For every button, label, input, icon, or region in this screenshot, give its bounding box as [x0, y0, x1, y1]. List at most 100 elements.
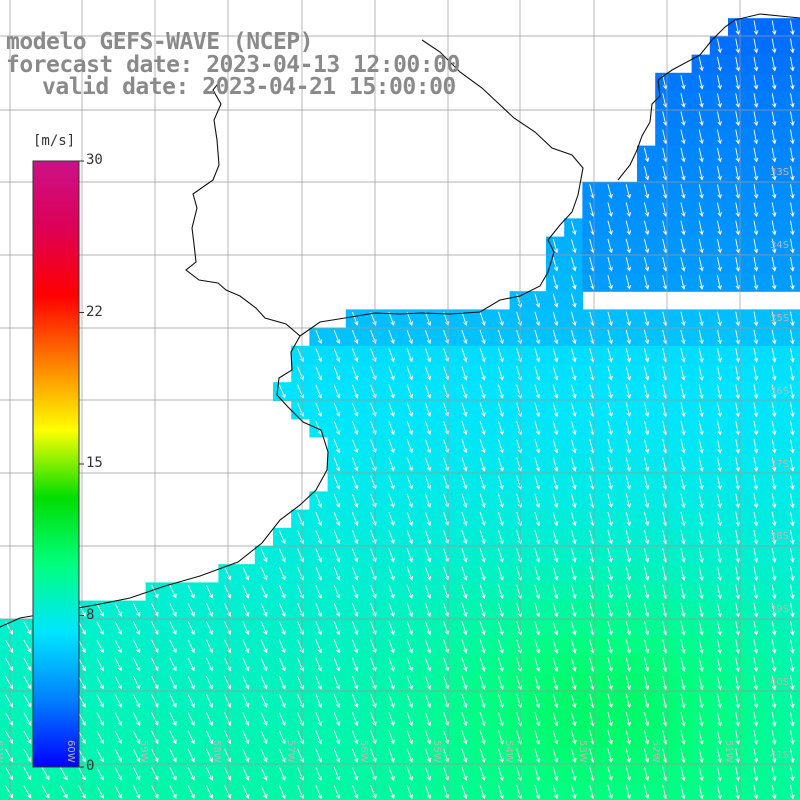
wind-arrow	[643, 402, 650, 418]
wind-arrow	[114, 748, 123, 763]
wind-arrow	[680, 165, 686, 181]
wind-arrow	[698, 402, 704, 418]
wind-arrow	[260, 603, 268, 617]
wind-arrow	[790, 93, 795, 108]
wind-arrow	[388, 675, 395, 690]
wind-arrow	[680, 493, 686, 509]
wind-arrow	[351, 457, 359, 472]
wind-arrow	[388, 639, 395, 654]
wind-arrow	[771, 93, 777, 108]
wind-arrow	[351, 785, 359, 800]
wind-arrow	[625, 602, 632, 618]
wind-arrow	[607, 639, 613, 654]
wind-arrow	[662, 693, 668, 709]
wind-arrow	[753, 20, 759, 36]
wind-arrow	[534, 420, 541, 436]
wind-arrow	[643, 329, 650, 345]
wind-arrow	[552, 348, 559, 363]
wind-arrow	[406, 348, 413, 363]
wind-arrow	[790, 165, 795, 181]
wind-arrow	[96, 676, 104, 690]
wind-arrow	[643, 548, 650, 563]
colorbar-tick-label: 0	[86, 758, 95, 774]
wind-arrow	[497, 420, 504, 436]
wind-arrow	[643, 184, 650, 199]
wind-arrow	[607, 748, 613, 764]
wind-arrow	[716, 457, 722, 472]
wind-arrow	[406, 475, 413, 490]
wind-arrow	[388, 402, 395, 417]
wind-arrow	[333, 348, 341, 363]
wind-arrow	[132, 694, 141, 708]
wind-arrow	[461, 602, 468, 618]
wind-arrow	[278, 621, 286, 636]
wind-arrow	[735, 529, 741, 545]
wind-arrow	[790, 402, 795, 418]
wind-arrow	[607, 566, 613, 582]
wind-arrow	[680, 675, 686, 691]
wind-arrow	[479, 439, 486, 454]
wind-arrow	[680, 256, 686, 272]
wind-arrow	[351, 512, 359, 527]
wind-arrow	[96, 767, 104, 781]
wind-arrow	[406, 639, 413, 654]
wind-arrow	[771, 56, 777, 72]
wind-arrow	[479, 730, 486, 745]
wind-arrow	[497, 366, 504, 381]
wind-arrow	[662, 748, 668, 764]
wind-arrow	[479, 457, 486, 472]
wind-arrow	[771, 639, 777, 654]
wind-arrow	[771, 693, 777, 709]
wind-arrow	[771, 784, 777, 800]
wind-arrow	[716, 366, 722, 381]
wind-arrow	[698, 348, 704, 363]
wind-arrow	[643, 566, 650, 582]
wind-arrow	[753, 438, 759, 454]
wind-arrow	[424, 548, 432, 563]
wind-arrow	[753, 256, 759, 272]
wind-arrow	[570, 766, 577, 782]
wind-arrow	[716, 511, 722, 527]
wind-arrow	[424, 675, 432, 690]
wind-arrow	[406, 675, 413, 690]
wind-arrow	[114, 657, 123, 672]
wind-arrow	[333, 621, 341, 636]
wind-arrow	[625, 784, 632, 800]
lat-label: 34S	[770, 240, 790, 251]
wind-arrow	[625, 329, 632, 345]
wind-arrow	[625, 347, 632, 363]
wind-arrow	[662, 347, 668, 363]
wind-arrow	[753, 275, 759, 290]
wind-arrow	[753, 202, 759, 218]
wind-arrow	[388, 366, 395, 381]
wind-arrow	[735, 548, 741, 563]
wind-arrow	[424, 748, 432, 763]
colorbar-tick-label: 8	[86, 606, 95, 623]
wind-arrow	[278, 566, 286, 581]
wind-arrow	[23, 748, 32, 763]
wind-arrow	[388, 329, 395, 345]
wind-arrow	[424, 766, 432, 781]
wind-arrow	[278, 384, 286, 399]
wind-arrow	[680, 457, 686, 472]
wind-arrow	[260, 766, 268, 781]
wind-arrow	[570, 402, 577, 418]
wind-arrow	[662, 602, 668, 618]
wind-arrow	[570, 238, 577, 254]
wind-arrow	[662, 384, 668, 400]
wind-arrow	[132, 639, 141, 654]
wind-arrow	[333, 730, 341, 745]
wind-arrow	[534, 457, 541, 472]
wind-arrow	[643, 602, 650, 618]
wind-arrow	[333, 493, 341, 508]
wind-arrow	[114, 694, 123, 708]
wind-arrow	[625, 420, 632, 436]
wind-arrow	[790, 584, 795, 600]
wind-arrow	[607, 548, 613, 563]
wind-arrow	[552, 530, 559, 545]
wind-arrow	[771, 20, 777, 36]
wind-arrow	[643, 420, 650, 436]
wind-arrow	[351, 730, 359, 745]
wind-arrow	[735, 657, 741, 673]
